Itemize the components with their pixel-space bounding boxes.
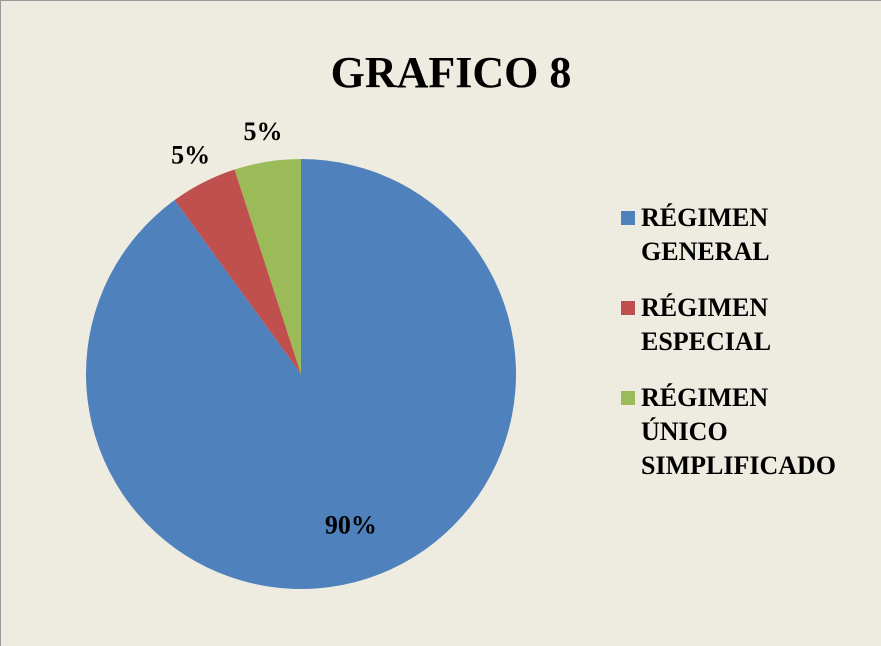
legend: RÉGIMEN GENERAL RÉGIMEN ESPECIAL RÉGIMEN Ú… (607, 201, 836, 505)
legend-swatch (621, 211, 635, 225)
pie-slice (234, 159, 301, 374)
data-label: 90% (325, 510, 377, 539)
data-label: 5% (171, 140, 210, 169)
legend-swatch (621, 301, 635, 315)
chart-title: GRAFICO 8 (331, 48, 572, 97)
legend-item: RÉGIMEN ÚNICO SIMPLIFICADO (607, 381, 836, 483)
pie-slice (85, 159, 516, 589)
pie-slice (174, 169, 301, 374)
legend-item: RÉGIMEN ESPECIAL (607, 291, 771, 359)
legend-item: RÉGIMEN GENERAL (607, 201, 770, 269)
legend-swatch (621, 391, 635, 405)
data-label: 5% (243, 117, 282, 146)
legend-label: RÉGIMEN ESPECIAL (641, 293, 772, 356)
legend-label: RÉGIMEN ÚNICO SIMPLIFICADO (641, 383, 837, 480)
legend-label: RÉGIMEN GENERAL (641, 203, 770, 266)
